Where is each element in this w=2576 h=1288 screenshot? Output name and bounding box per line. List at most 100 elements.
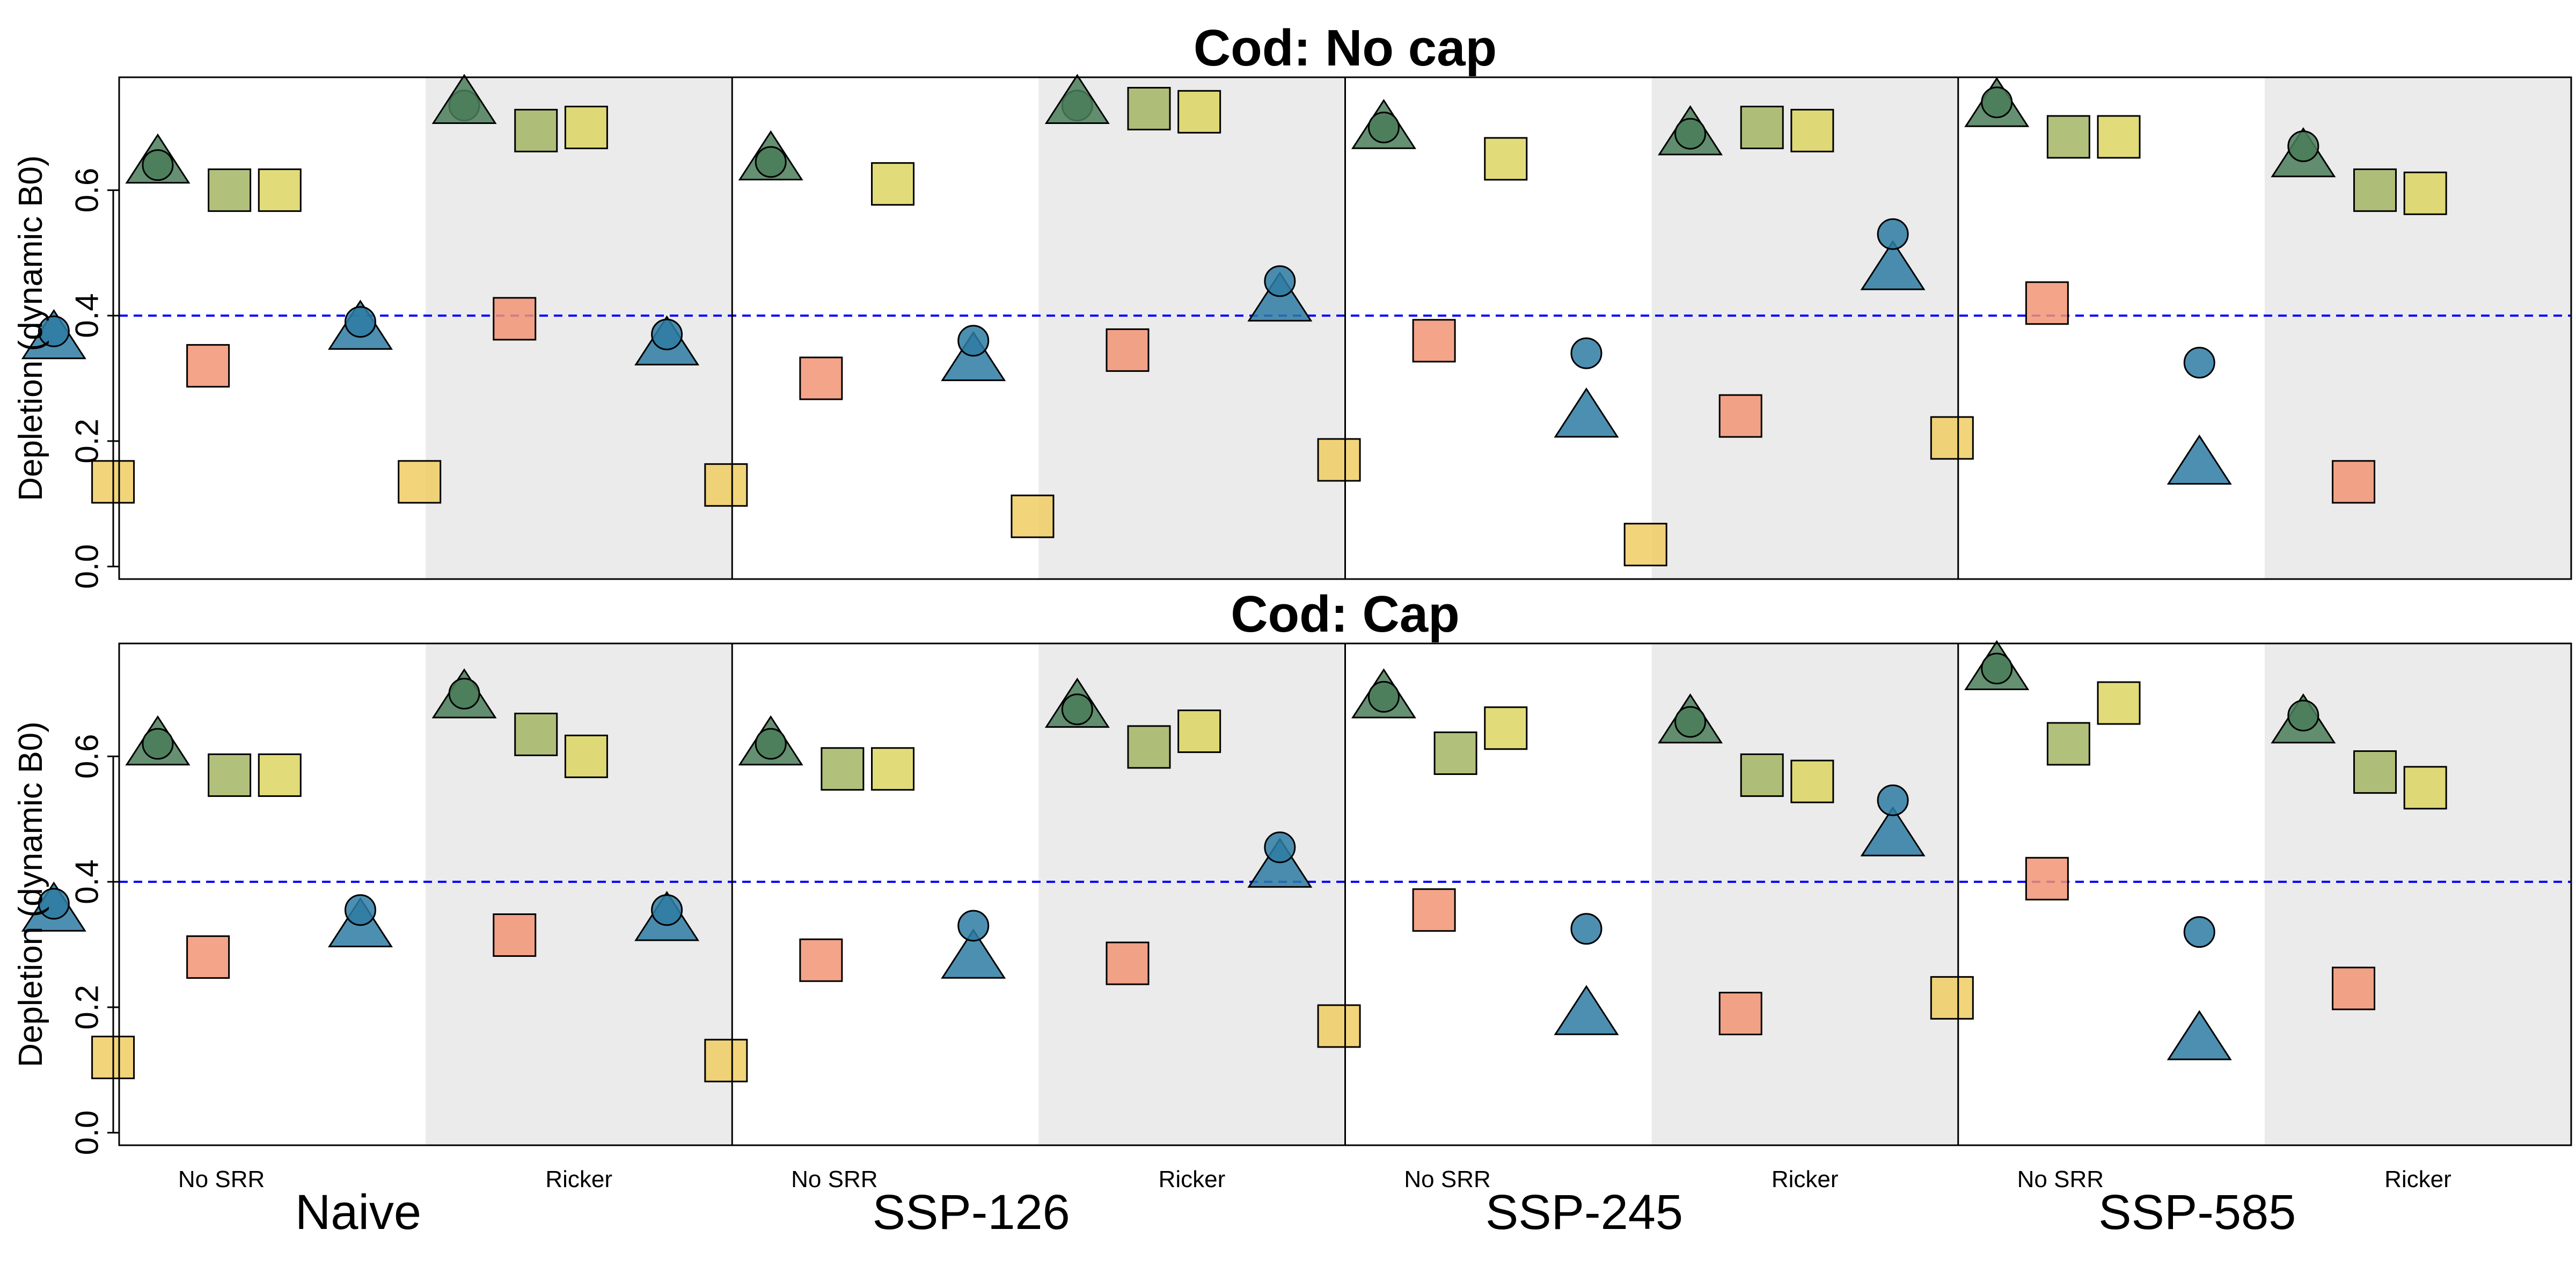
data-point-square <box>799 356 843 400</box>
data-point-square <box>398 460 442 504</box>
data-point-square <box>704 463 748 507</box>
data-point-square <box>208 753 252 797</box>
data-point-square <box>1740 106 1784 149</box>
srr-label: Ricker <box>1159 1166 1226 1192</box>
plot-frame <box>118 642 2572 1146</box>
data-point-square <box>2025 281 2069 325</box>
data-point-square <box>799 938 843 982</box>
data-point-circle <box>2183 916 2215 948</box>
scenario-label: SSP-585 <box>2098 1185 2296 1240</box>
data-point-square <box>2097 681 2141 725</box>
data-point-square <box>1718 394 1762 438</box>
data-point-triangle <box>1860 806 1926 857</box>
data-point-circle <box>957 325 990 357</box>
shade-ricker <box>1651 77 1958 579</box>
data-point-circle <box>755 728 787 760</box>
scenario-label: SSP-126 <box>873 1185 1070 1240</box>
data-point-circle <box>1367 680 1400 713</box>
data-point-square <box>2097 115 2141 159</box>
srr-label: No SRR <box>178 1166 265 1192</box>
y-tick-label: 0.6 <box>69 168 105 213</box>
data-point-circle <box>651 894 683 926</box>
data-point-square <box>1127 86 1171 130</box>
data-point-circle <box>1570 913 1602 945</box>
y-tick-label: 0.4 <box>69 859 105 904</box>
data-point-square <box>1433 731 1477 775</box>
data-point-triangle <box>2167 434 2232 485</box>
data-point-circle <box>1061 693 1093 726</box>
data-point-square <box>1317 438 1361 482</box>
data-point-square <box>1740 753 1784 797</box>
srr-label: No SRR <box>791 1166 877 1192</box>
data-point-square <box>871 162 915 206</box>
data-point-circle <box>651 318 683 350</box>
data-point-circle <box>1981 86 2013 119</box>
y-tick-label: 0.0 <box>69 544 105 589</box>
data-point-circle <box>1674 118 1707 150</box>
y-tick-label: 0.2 <box>69 985 105 1029</box>
data-point-circle <box>1264 265 1296 297</box>
data-point-square <box>1930 416 1974 460</box>
data-point-square <box>2403 766 2447 810</box>
y-tick-label: 0.4 <box>69 293 105 338</box>
data-point-circle <box>1877 784 1909 816</box>
data-point-square <box>514 712 558 756</box>
data-point-square <box>1412 888 1456 932</box>
data-point-triangle <box>1554 387 1619 438</box>
data-point-square <box>1484 137 1528 181</box>
data-point-circle <box>2287 130 2319 163</box>
y-tick-label: 0.6 <box>69 734 105 779</box>
data-point-square <box>514 108 558 152</box>
srr-label: No SRR <box>1404 1166 1490 1192</box>
data-point-square <box>704 1038 748 1082</box>
data-point-square <box>564 106 608 149</box>
data-point-square <box>186 935 230 979</box>
panel-cap: 0.0 0.2 0.4 0.6 Depletion (dynamic B0) Cod: C… <box>12 586 2572 1155</box>
data-point-square <box>1790 108 1834 152</box>
data-point-square <box>2332 460 2376 504</box>
data-point-circle <box>344 306 376 338</box>
panel-no-cap: 0.0 0.2 0.4 0.6 Depletion (dynamic B0) Cod: N… <box>12 19 2572 589</box>
data-point-square <box>2353 750 2397 794</box>
data-point-triangle <box>2167 1010 2232 1060</box>
data-point-circle <box>38 315 70 347</box>
data-point-circle <box>2287 699 2319 731</box>
data-point-square <box>2025 857 2069 901</box>
data-point-circle <box>1264 831 1296 863</box>
data-point-square <box>1718 992 1762 1036</box>
data-point-square <box>493 297 537 341</box>
data-point-circle <box>1367 112 1400 143</box>
data-point-circle <box>344 894 376 926</box>
y-axis-label: Depletion (dynamic B0) <box>12 721 49 1067</box>
srr-label: Ricker <box>1772 1166 1839 1192</box>
scenario-label: Naive <box>295 1185 421 1240</box>
srr-label: Ricker <box>2384 1166 2451 1192</box>
data-point-square <box>1127 725 1171 769</box>
data-point-circle <box>2183 347 2215 379</box>
data-point-square <box>493 913 537 957</box>
data-point-circle <box>755 146 787 178</box>
data-point-triangle <box>431 74 497 124</box>
data-point-square <box>871 747 915 791</box>
data-point-square <box>258 753 302 797</box>
data-point-circle <box>1674 706 1707 738</box>
data-point-triangle <box>1554 985 1619 1035</box>
data-point-circle <box>142 149 174 181</box>
srr-label: Ricker <box>545 1166 612 1192</box>
data-point-square <box>208 168 252 212</box>
data-point-square <box>1484 706 1528 750</box>
data-point-square <box>1623 523 1667 567</box>
data-point-triangle <box>941 928 1006 979</box>
data-point-circle <box>957 910 990 942</box>
data-point-square <box>2403 171 2447 215</box>
y-tick-label: 0.2 <box>69 419 105 463</box>
panel-title: Cod: No cap <box>1194 19 1497 77</box>
data-point-triangle <box>1044 74 1110 124</box>
shade-ricker <box>426 643 733 1145</box>
data-point-square <box>186 344 230 388</box>
data-point-square <box>1177 709 1221 753</box>
data-point-square <box>2046 115 2090 159</box>
data-point-square <box>1930 976 1974 1020</box>
data-point-square <box>1412 319 1456 363</box>
